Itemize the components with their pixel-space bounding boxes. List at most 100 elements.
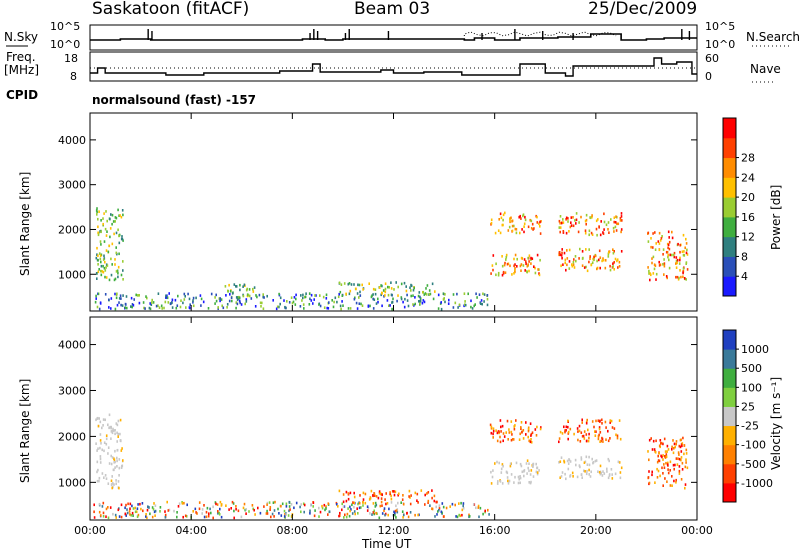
echo-cell [483, 293, 486, 296]
echo-cell [573, 258, 575, 261]
echo-cell [458, 303, 461, 307]
echo-cell [130, 296, 133, 300]
echo-cell [522, 437, 525, 440]
echo-cell [582, 256, 584, 260]
echo-cell [136, 507, 139, 510]
echo-cell [512, 438, 514, 441]
echo-cell [217, 510, 219, 513]
echo-cell [380, 293, 382, 297]
echo-cell [650, 245, 652, 249]
echo-cell [513, 481, 515, 484]
echo-cell [678, 444, 681, 448]
echo-cell [595, 227, 598, 231]
echo-cell [150, 301, 153, 304]
echo-cell [248, 294, 251, 298]
echo-cell [659, 474, 661, 478]
echo-cell [261, 301, 263, 305]
echo-cell [659, 239, 662, 242]
freq-panel-frame [89, 51, 698, 82]
echo-cell [663, 437, 666, 441]
echo-cell [388, 286, 390, 289]
echo-cell [410, 289, 412, 292]
echo-cell [110, 273, 113, 277]
echo-cell [180, 299, 182, 302]
echo-cell [528, 269, 530, 273]
echo-cell [424, 493, 426, 497]
echo-cell [259, 511, 262, 515]
echo-cell [491, 264, 494, 267]
echo-cell [115, 216, 118, 220]
echo-cell [597, 218, 599, 221]
echo-cell [414, 302, 416, 306]
echo-cell [419, 299, 421, 303]
echo-cell [347, 282, 350, 286]
echo-cell [119, 432, 121, 436]
echo-cell [427, 491, 430, 494]
echo-cell [536, 425, 538, 429]
echo-cell [112, 512, 114, 516]
noise-right-tick-bottom: 10^0 [705, 38, 736, 51]
echo-cell [663, 264, 666, 268]
echo-cell [353, 501, 355, 505]
echo-cell [581, 264, 584, 267]
echo-cell [583, 461, 586, 464]
echo-cell [682, 275, 684, 279]
echo-cell [583, 430, 586, 433]
echo-cell [99, 257, 102, 261]
echo-cell [217, 512, 219, 515]
echo-cell [432, 297, 435, 301]
echo-cell [563, 459, 565, 463]
echo-cell [595, 430, 597, 433]
echo-cell [587, 428, 589, 432]
echo-cell [100, 260, 102, 264]
echo-cell [125, 503, 127, 507]
echo-cell [619, 219, 622, 222]
echo-cell [665, 250, 668, 254]
echo-cell [558, 251, 561, 254]
echo-cell [359, 290, 361, 294]
echo-cell [117, 208, 119, 212]
echo-cell [681, 250, 684, 253]
echo-cell [179, 305, 182, 309]
echo-cell [352, 501, 354, 504]
echo-cell [111, 429, 114, 433]
echo-cell [502, 439, 504, 443]
echo-cell [117, 508, 120, 512]
echo-cell [395, 504, 397, 508]
echo-cell [314, 509, 316, 512]
echo-cell [372, 502, 375, 505]
echo-cell [524, 215, 526, 219]
echo-cell [248, 288, 251, 291]
echo-cell [573, 266, 576, 269]
echo-cell [455, 515, 457, 518]
echo-cell [667, 448, 670, 451]
echo-cell [387, 293, 390, 297]
echo-cell [137, 503, 139, 506]
echo-cell [672, 463, 675, 467]
echo-cell [668, 258, 670, 262]
echo-cell [678, 453, 680, 456]
echo-cell [605, 223, 608, 227]
echo-cell [657, 454, 659, 458]
echo-cell [608, 231, 610, 234]
echo-cell [274, 500, 276, 504]
echo-cell [126, 508, 128, 511]
echo-cell [502, 218, 504, 222]
echo-cell [596, 267, 598, 271]
echo-cell [221, 304, 223, 308]
echo-cell [513, 427, 516, 431]
echo-cell [338, 489, 341, 493]
echo-cell [377, 300, 379, 304]
echo-cell [109, 235, 111, 239]
echo-cell [491, 475, 494, 479]
echo-cell [394, 513, 396, 517]
echo-cell [408, 489, 411, 493]
echo-cell [666, 242, 669, 246]
echo-cell [129, 513, 131, 516]
echo-cell [565, 268, 567, 272]
echo-cell [654, 248, 657, 251]
echo-cell [345, 515, 348, 519]
echo-cell [648, 458, 650, 462]
power-colorbar-tick-label: 20 [741, 191, 755, 204]
